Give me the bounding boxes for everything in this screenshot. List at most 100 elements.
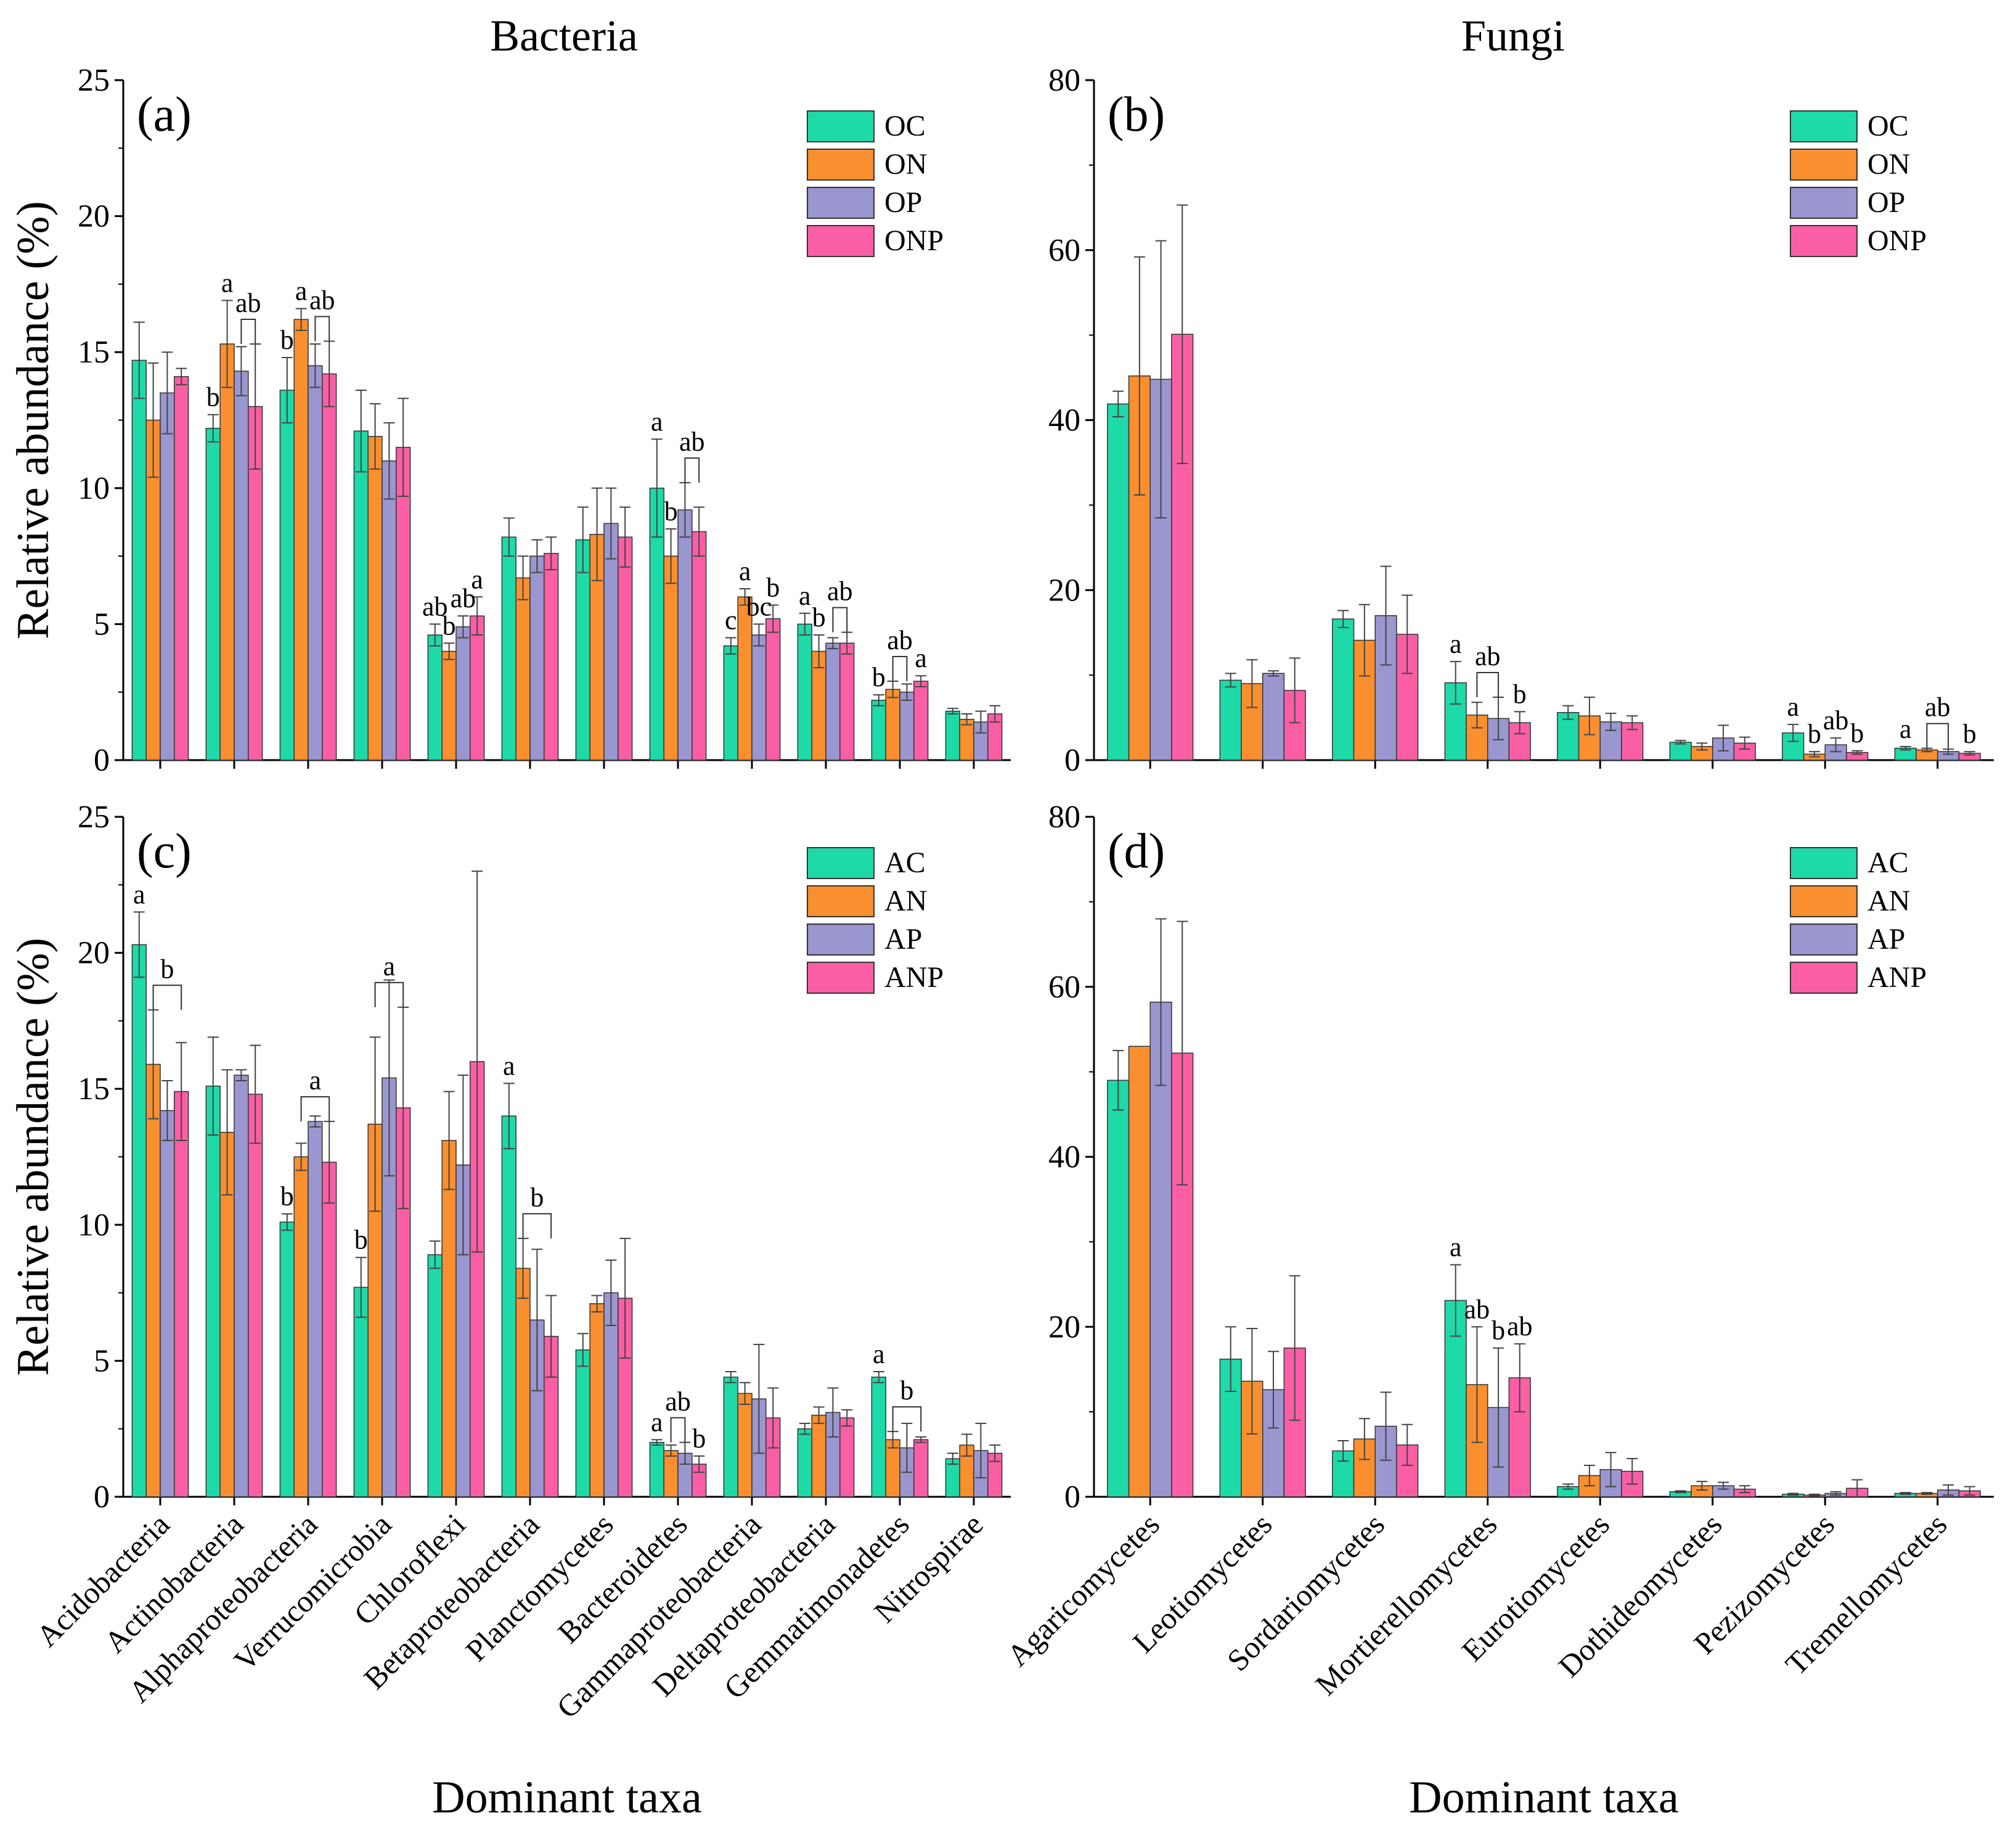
bar-OP-Actinobacteria xyxy=(234,370,249,761)
legend-swatch-OC xyxy=(1790,110,1858,142)
bar-OP-Bacteroidetes xyxy=(677,509,693,761)
significance-letter: b xyxy=(664,496,678,526)
panel-tag: (c) xyxy=(137,824,192,878)
significance-letter: a xyxy=(221,268,234,298)
significance-bracket xyxy=(300,1096,330,1122)
y-tick-label: 10 xyxy=(78,471,110,506)
bar-AC-Chloroflexi xyxy=(427,1254,443,1497)
bar-ON-Alphaproteobacteria xyxy=(293,319,309,761)
bar-OC-Betaproteobacteria xyxy=(501,536,516,761)
legend-swatch-AC xyxy=(1790,847,1858,879)
significance-letter: ab xyxy=(235,288,261,318)
y-tick-label: 0 xyxy=(1064,743,1080,778)
bar-OC-Gemmatimonadetes xyxy=(871,700,886,761)
y-tick-label: 80 xyxy=(1048,800,1080,835)
significance-letter: b xyxy=(280,1181,294,1211)
bar-ANP-Alphaproteobacteria xyxy=(322,1161,337,1497)
legend-label-AP: AP xyxy=(1867,923,1905,956)
bar-OP-Alphaproteobacteria xyxy=(308,365,323,761)
significance-letter: a xyxy=(309,1065,322,1095)
bar-AC-Betaproteobacteria xyxy=(501,1115,516,1497)
bar-AN-Deltaproteobacteria xyxy=(811,1414,826,1497)
legend-label-AN: AN xyxy=(884,885,927,917)
significance-bracket xyxy=(240,318,256,344)
significance-letter: b xyxy=(280,325,294,355)
significance-letter: ab xyxy=(887,625,913,655)
legend-label-OC: OC xyxy=(1867,110,1909,142)
bar-ONP-Gemmatimonadetes xyxy=(913,681,929,761)
legend-label-AN: AN xyxy=(1867,885,1910,917)
legend-label-AC: AC xyxy=(884,846,926,879)
legend-swatch-OC xyxy=(807,110,875,142)
significance-letter: b xyxy=(872,662,886,692)
legend-label-ONP: ONP xyxy=(1867,224,1927,257)
bar-AC-Actinobacteria xyxy=(205,1086,221,1497)
legend-label-ANP: ANP xyxy=(1867,961,1927,994)
legend-label-ANP: ANP xyxy=(884,961,944,994)
bar-ON-Gemmatimonadetes xyxy=(885,689,900,761)
significance-letter: b xyxy=(812,602,826,632)
bar-ON-Bacteroidetes xyxy=(663,555,679,761)
significance-letter: a xyxy=(503,1050,515,1081)
significance-bracket xyxy=(832,607,848,632)
legend-swatch-OP xyxy=(1790,187,1858,219)
y-tick-label: 10 xyxy=(78,1208,110,1243)
legend-swatch-ON xyxy=(1790,149,1858,181)
bar-AN-Acidobacteria xyxy=(145,1063,161,1497)
panel-tag: (b) xyxy=(1108,88,1165,142)
bar-OC-Gammaproteobacteria xyxy=(723,645,738,761)
significance-bracket xyxy=(314,316,330,342)
significance-letter: a xyxy=(651,1407,663,1437)
legend-label-ONP: ONP xyxy=(884,224,944,257)
panel-tag: (a) xyxy=(137,88,192,142)
bar-AC-Bacteroidetes xyxy=(649,1442,664,1497)
significance-bracket xyxy=(670,1417,686,1443)
significance-letter: b xyxy=(530,1182,544,1213)
significance-bracket xyxy=(374,981,404,1007)
bar-AC-Gemmatimonadetes xyxy=(871,1377,886,1497)
bar-OP-Acidobacteria xyxy=(160,392,175,761)
y-tick-label: 0 xyxy=(1064,1480,1080,1515)
bar-AP-Actinobacteria xyxy=(234,1075,249,1497)
y-axis-label: Relative abundance (%) xyxy=(8,201,59,639)
bar-OC-Leotiomycetes xyxy=(1219,679,1242,761)
bar-OC-Actinobacteria xyxy=(205,427,221,761)
significance-letter: a xyxy=(383,951,396,981)
y-axis-label: Relative abundance (%) xyxy=(8,938,59,1376)
bar-OP-Chloroflexi xyxy=(455,626,471,761)
bar-AN-Chloroflexi xyxy=(441,1140,457,1497)
bar-AN-Bacteroidetes xyxy=(663,1450,679,1497)
significance-letter: a xyxy=(651,406,663,436)
significance-letter: ab xyxy=(451,583,476,613)
bar-AN-Gammaproteobacteria xyxy=(737,1393,753,1497)
bar-ONP-Planctomycetes xyxy=(618,536,633,761)
legend-label-AP: AP xyxy=(884,923,922,956)
bar-AC-Planctomycetes xyxy=(575,1349,590,1497)
legend-swatch-AP xyxy=(1790,923,1858,956)
y-tick-label: 40 xyxy=(1048,403,1080,438)
y-tick-label: 25 xyxy=(78,800,110,835)
bar-AC-Alphaproteobacteria xyxy=(279,1221,295,1497)
significance-bracket xyxy=(522,1213,552,1238)
legend-label-OP: OP xyxy=(884,186,922,219)
significance-letter: c xyxy=(725,605,737,635)
legend-swatch-OP xyxy=(807,187,875,219)
legend-label-OP: OP xyxy=(1867,186,1905,219)
y-tick-label: 15 xyxy=(78,335,110,370)
y-tick-label: 0 xyxy=(94,1480,110,1515)
bar-AP-Acidobacteria xyxy=(160,1110,175,1497)
bar-OC-Nitrospirae xyxy=(945,710,960,761)
y-tick-label: 20 xyxy=(78,199,110,234)
bar-AC-Gammaproteobacteria xyxy=(723,1377,738,1497)
significance-letter: b xyxy=(692,1423,706,1454)
significance-letter: b xyxy=(354,1225,368,1255)
significance-letter: b xyxy=(1808,719,1821,749)
significance-bracket xyxy=(684,457,700,483)
significance-letter: a xyxy=(471,564,483,594)
legend-swatch-AP xyxy=(807,923,875,956)
bar-AC-Deltaproteobacteria xyxy=(797,1428,812,1497)
